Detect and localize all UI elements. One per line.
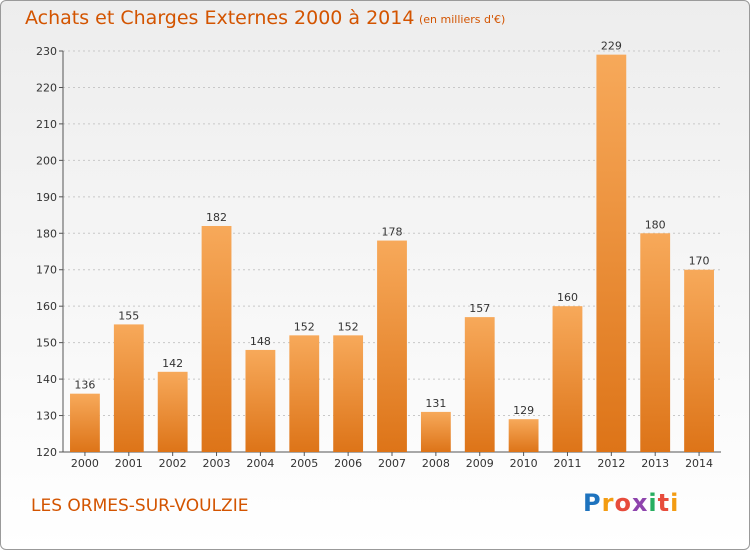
data-label-2009: 157 [469,302,490,315]
commune-name: LES ORMES-SUR-VOULZIE [31,496,249,516]
y-tick-label: 120 [36,446,57,459]
x-tick-label-2011: 2011 [553,457,581,470]
bar-2010 [508,419,539,452]
data-label-2004: 148 [250,335,271,348]
data-label-2012: 229 [601,40,622,53]
chart-subtitle: (en milliers d'€) [419,13,506,26]
bar-2003 [201,225,232,452]
bar-2006 [333,335,364,452]
data-label-2010: 129 [513,404,534,417]
y-tick-label: 140 [36,373,57,386]
bars [70,54,714,453]
x-tick-label-2001: 2001 [115,457,143,470]
bar-2013 [640,233,671,452]
x-tick-label-2000: 2000 [71,457,99,470]
x-tick-label-2010: 2010 [510,457,538,470]
data-label-2001: 155 [118,309,139,322]
bar-2005 [289,335,320,452]
y-tick-label: 190 [36,191,57,204]
bar-2009 [464,317,495,452]
x-tick-label-2002: 2002 [159,457,187,470]
chart-title: Achats et Charges Externes 2000 à 2014 [25,7,415,29]
bar-2001 [113,324,144,452]
x-tick-label-2003: 2003 [203,457,231,470]
y-tick-label: 170 [36,264,57,277]
x-tick-label-2005: 2005 [290,457,318,470]
y-tick-label: 130 [36,410,57,423]
data-label-2013: 180 [645,218,666,231]
y-tick-label: 220 [36,81,57,94]
bar-2007 [377,240,407,452]
x-tick-label-2004: 2004 [246,457,274,470]
data-label-2002: 142 [162,357,183,370]
bar-2002 [157,371,188,452]
data-label-2008: 131 [425,397,446,410]
data-label-2011: 160 [557,291,578,304]
proxiti-logo: Proxiti [583,489,680,517]
x-tick-label-2006: 2006 [334,457,362,470]
bar-2000 [70,393,100,452]
bar-2004 [245,349,276,452]
data-label-2005: 152 [294,320,315,333]
y-tick-label: 210 [36,118,57,131]
bar-2012 [596,54,627,453]
data-label-2006: 152 [338,320,359,333]
y-tick-label: 150 [36,337,57,350]
bar-2014 [684,269,714,452]
x-tick-label-2007: 2007 [378,457,406,470]
y-tick-label: 200 [36,154,57,167]
bar-2008 [420,411,451,452]
x-tick-label-2012: 2012 [597,457,625,470]
data-label-2003: 182 [206,211,227,224]
data-label-2000: 136 [74,379,95,392]
x-tick-label-2014: 2014 [685,457,713,470]
data-label-2007: 178 [382,226,403,239]
x-tick-label-2008: 2008 [422,457,450,470]
y-tick-label: 230 [36,45,57,58]
x-tick-label-2009: 2009 [466,457,494,470]
bar-2011 [552,306,583,452]
labels: 120 130 140 150 160 170 180 190 200 210 220 230 136 2… [36,40,713,470]
y-tick-label: 180 [36,227,57,240]
x-tick-label-2013: 2013 [641,457,669,470]
data-label-2014: 170 [689,255,710,268]
y-tick-label: 160 [36,300,57,313]
